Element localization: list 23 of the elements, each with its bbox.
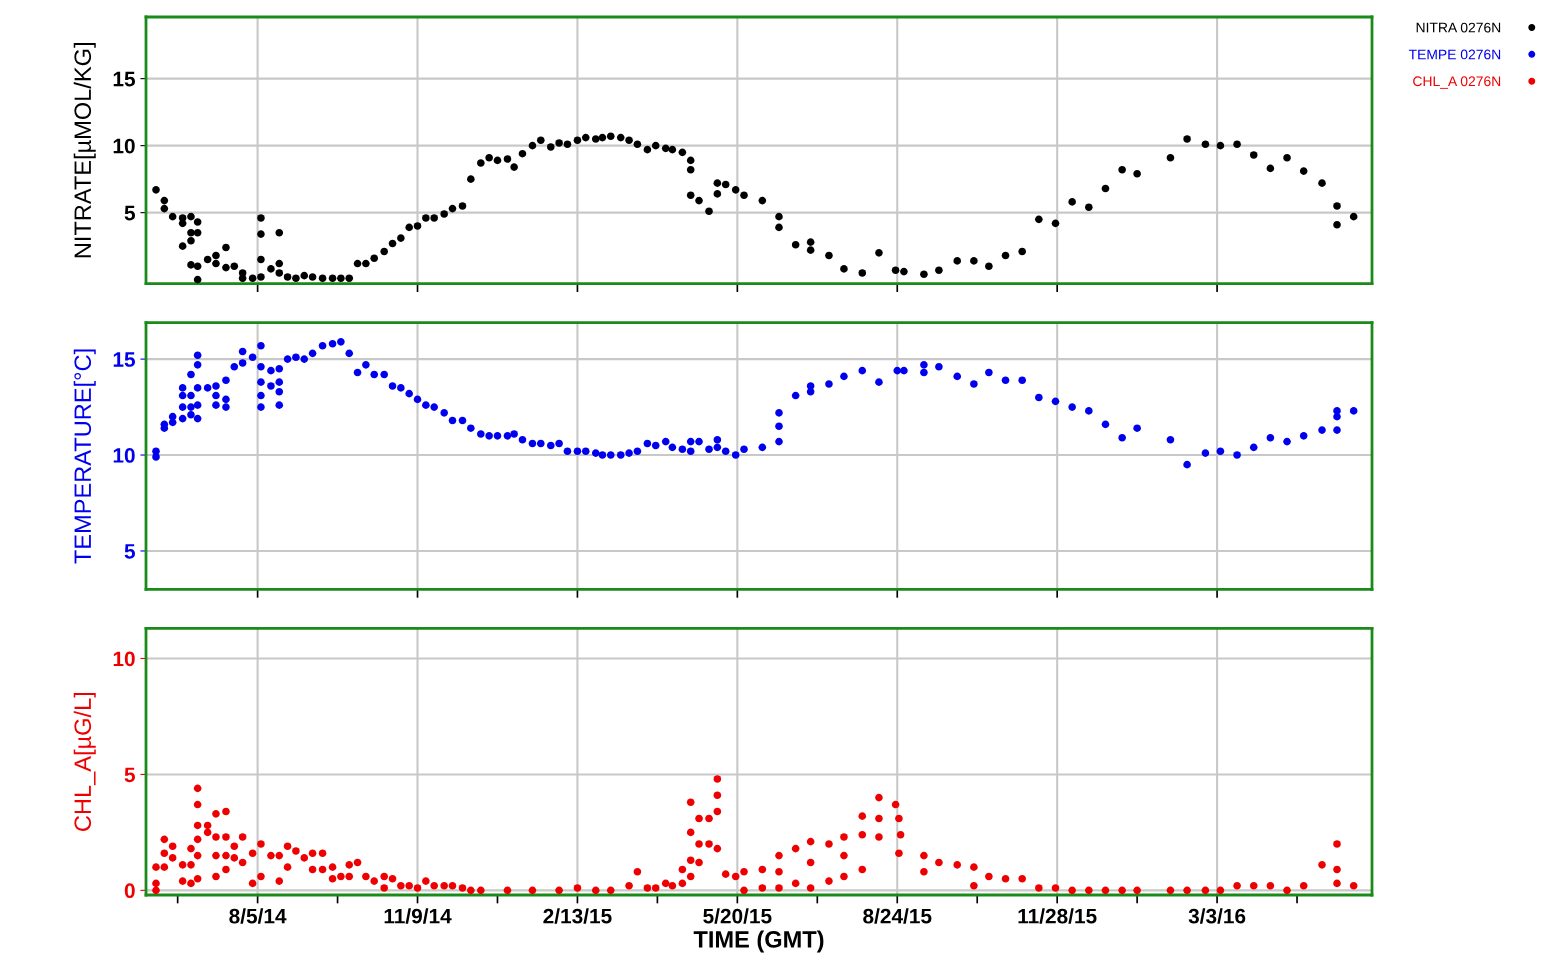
y-tick-label: 15 (113, 352, 136, 367)
x-tick-label: 11/28/15 (1018, 908, 1097, 924)
x-tick-label: 5/20/15 (703, 908, 772, 924)
x-axis-title: TIME (GMT) (693, 930, 824, 953)
legend-label: NITRA 0276N (1416, 22, 1501, 33)
y-tick-label: 10 (113, 448, 135, 463)
y-axis-title: CHL_A[µG/L] (73, 692, 96, 831)
y-tick-label: 15 (113, 71, 136, 87)
x-tick-label: 8/5/14 (229, 908, 287, 924)
x-tick-label: 8/24/15 (863, 908, 932, 924)
y-tick-label: 5 (124, 767, 135, 783)
legend-label: TEMPE 0276N (1408, 49, 1501, 60)
y-tick-label: 10 (113, 138, 135, 154)
x-tick-label: 2/13/15 (543, 908, 612, 924)
y-tick-label: 0 (124, 883, 135, 899)
x-tick-label: 3/3/16 (1188, 908, 1246, 924)
y-axis-title: NITRATE[µMOL/KG] (73, 43, 96, 258)
legend-label: CHL_A 0276N (1413, 76, 1501, 89)
y-tick-label: 5 (124, 205, 135, 221)
y-tick-label: 10 (113, 651, 135, 667)
y-tick-label: 5 (124, 544, 135, 559)
y-axis-title: TEMPERATURE[°C] (73, 349, 96, 564)
x-tick-label: 11/9/14 (384, 908, 452, 924)
